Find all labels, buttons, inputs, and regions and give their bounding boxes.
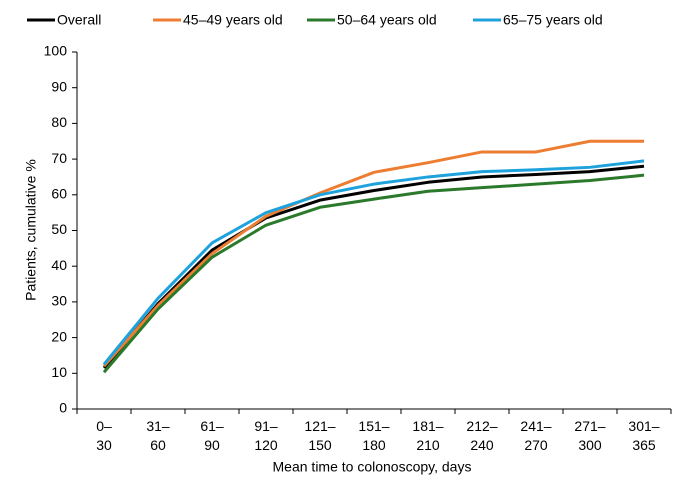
- x-tick-label: 271– 300: [574, 418, 605, 453]
- y-axis-title: Patients, cumulative %: [23, 159, 39, 301]
- legend-label: 45–49 years old: [183, 12, 283, 28]
- x-tick-label: 212– 240: [466, 418, 497, 453]
- y-tick-label: 50: [51, 221, 67, 237]
- y-tick-label: 40: [51, 257, 67, 273]
- y-tick-label: 10: [51, 364, 67, 380]
- y-tick-label: 30: [51, 293, 67, 309]
- y-tick-label: 70: [51, 150, 67, 166]
- series-line: [102, 159, 645, 366]
- y-tick-label: 20: [51, 328, 67, 344]
- x-tick-label: 121– 150: [304, 418, 335, 453]
- x-tick-label: 61– 90: [200, 418, 224, 453]
- x-tick-label: 91– 120: [254, 418, 278, 453]
- series-line: [102, 164, 645, 369]
- y-tick-label: 0: [59, 400, 67, 416]
- y-tick-label: 90: [51, 78, 67, 94]
- y-tick-label: 60: [51, 186, 67, 202]
- x-tick-label: 301– 365: [628, 418, 659, 453]
- legend-label: 65–75 years old: [503, 12, 603, 28]
- x-tick-label: 0– 30: [96, 418, 112, 453]
- legend-label: 50–64 years old: [337, 12, 437, 28]
- series-line: [102, 173, 645, 374]
- series-line: [102, 139, 644, 368]
- x-tick-label: 31– 60: [146, 418, 170, 453]
- y-tick-label: 80: [51, 114, 67, 130]
- x-tick-label: 151– 180: [358, 418, 389, 453]
- x-tick-label: 241– 270: [520, 418, 551, 453]
- legend-label: Overall: [57, 12, 101, 28]
- x-axis-title: Mean time to colonoscopy, days: [273, 459, 472, 475]
- y-tick-label: 100: [44, 43, 68, 59]
- x-tick-label: 181– 210: [412, 418, 443, 453]
